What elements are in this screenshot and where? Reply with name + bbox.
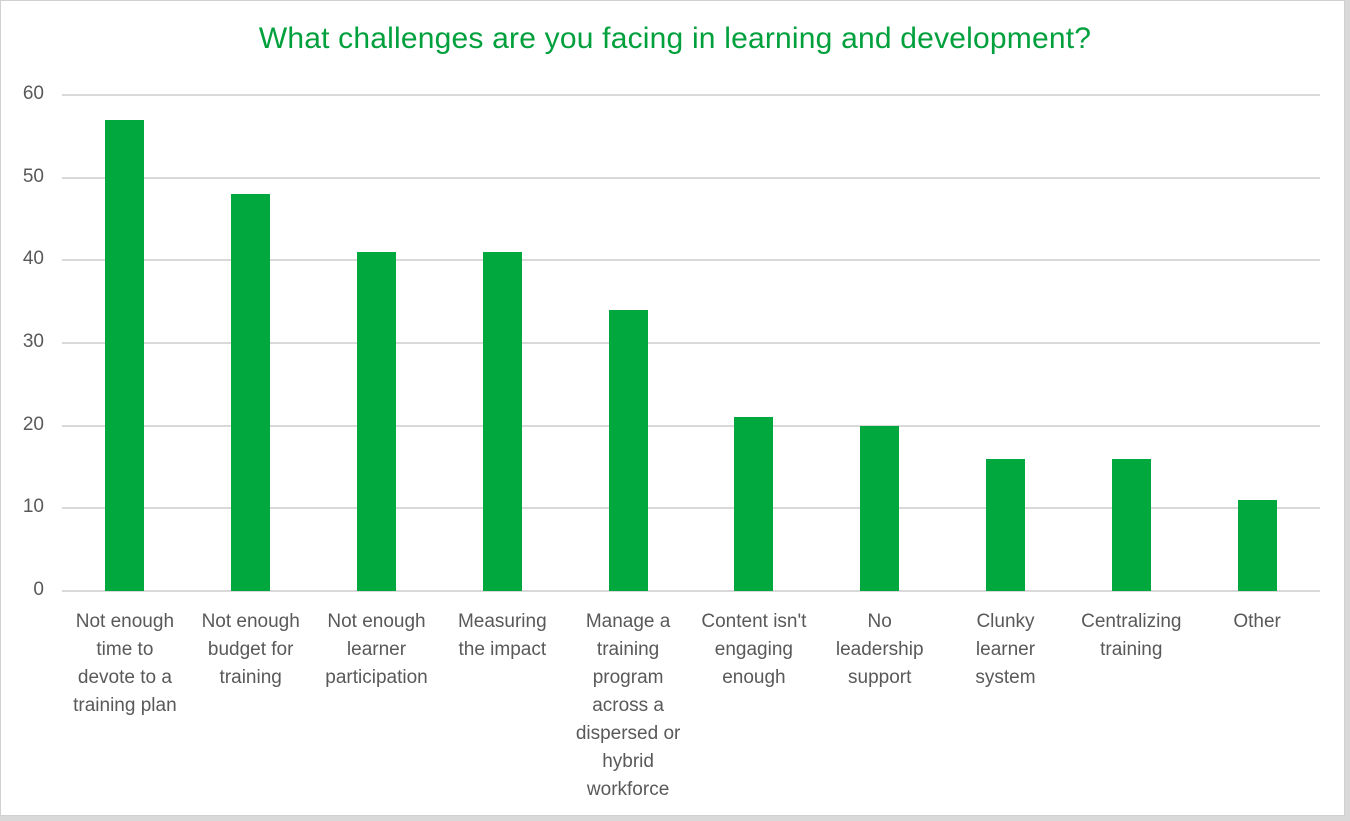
x-tick-label: Other (1233, 611, 1281, 632)
y-tick-label: 20 (22, 413, 44, 435)
gridline (62, 176, 1320, 179)
gridline (62, 590, 1320, 592)
gridline (62, 94, 1320, 96)
x-tick-label: Manage a training program across a dispe… (575, 611, 681, 800)
x-tick-label: Not enough budget for training (201, 611, 300, 688)
x-tick-label: No leadership support (835, 611, 924, 688)
x-tick-label: Clunky learner system (975, 611, 1036, 688)
bar (734, 417, 774, 591)
y-tick-label: 50 (22, 165, 44, 187)
bar (986, 458, 1025, 591)
gridline (62, 507, 1320, 510)
gridline (62, 342, 1320, 344)
plot-area (62, 94, 1320, 592)
bar (608, 309, 648, 591)
gridline (62, 259, 1320, 262)
gridline (62, 424, 1320, 427)
bar (105, 119, 145, 591)
bar (860, 425, 900, 591)
y-tick-label: 30 (22, 331, 44, 352)
y-tick-label: 40 (22, 248, 44, 270)
y-tick-label: 10 (22, 496, 44, 518)
bar (1237, 500, 1277, 591)
x-tick-label: Content isn't engaging enough (701, 611, 807, 688)
x-tick-label: Not enough learner participation (325, 611, 428, 688)
x-tick-label: Centralizing training (1081, 611, 1182, 660)
bar (482, 252, 522, 591)
x-tick-label: Not enough time to devote to a training … (73, 611, 177, 716)
bar (231, 194, 271, 591)
bar (1111, 458, 1151, 591)
chart-title: What challenges are you facing in learni… (258, 22, 1092, 55)
y-tick-label: 60 (22, 83, 44, 104)
y-tick-label: 0 (33, 579, 44, 600)
bar (357, 252, 396, 591)
x-tick-label: Measuring the impact (457, 611, 547, 660)
